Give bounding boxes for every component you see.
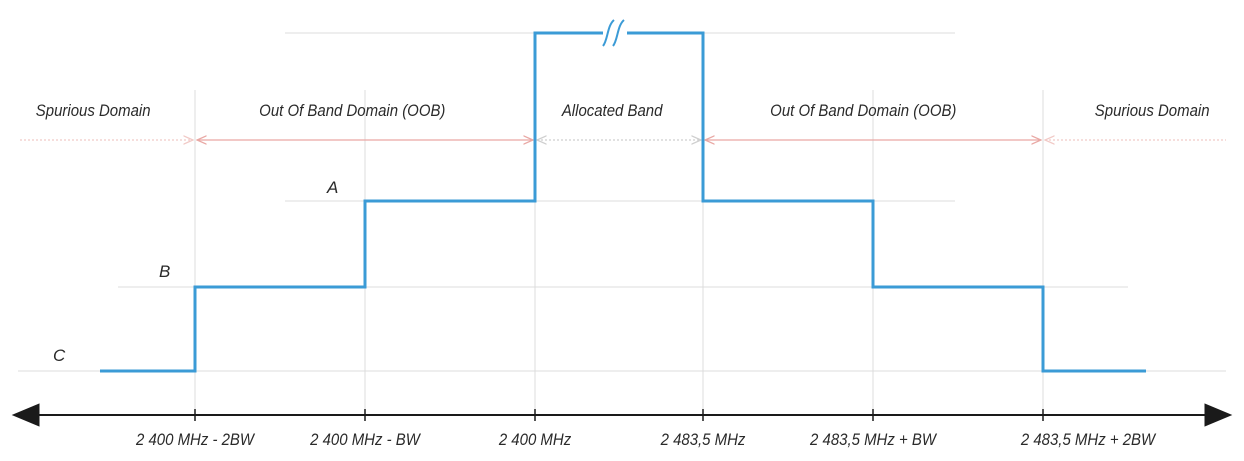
axis-ticks (194, 409, 1044, 421)
tick-label-2: 2 400 MHz - BW (310, 430, 420, 449)
level-label-c: C (53, 346, 66, 365)
horizontal-guide-lines (18, 32, 1226, 372)
tick-label-3: 2 400 MHz (498, 430, 572, 449)
tick-label-6: 2 483,5 MHz + 2BW (1020, 430, 1156, 449)
domain-label-allocated-band: Allocated Band (561, 101, 663, 120)
double-slash-break-icon (602, 19, 627, 47)
vertical-guide-lines (194, 33, 1044, 415)
domain-label-spurious-right: Spurious Domain (1094, 101, 1210, 120)
spectrum-mask-line (100, 31, 1146, 373)
domain-label-spurious-left: Spurious Domain (35, 101, 151, 120)
level-label-b: B (159, 262, 171, 281)
tick-label-1: 2 400 MHz - 2BW (135, 430, 255, 449)
tick-label-5: 2 483,5 MHz + BW (810, 430, 936, 449)
tick-label-4: 2 483,5 MHz (660, 430, 746, 449)
level-label-a: A (327, 178, 339, 197)
domain-label-oob-left: Out Of Band Domain (OOB) (259, 101, 446, 120)
domain-label-oob-right: Out Of Band Domain (OOB) (770, 101, 957, 120)
